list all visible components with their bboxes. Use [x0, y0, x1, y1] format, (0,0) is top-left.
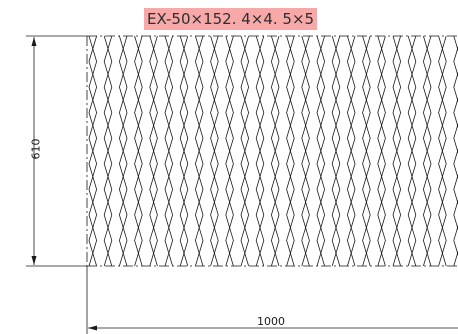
- mesh-strand: [453, 46, 458, 266]
- mesh-strand: [407, 36, 417, 266]
- mesh-strand: [255, 36, 265, 266]
- mesh-strand: [74, 36, 82, 266]
- width-arrow-left: [88, 325, 97, 331]
- mesh-strand: [43, 36, 51, 266]
- mesh-strand: [164, 36, 174, 266]
- mesh-strand: [179, 36, 189, 266]
- height-arrow-bottom: [31, 256, 37, 265]
- mesh-strand: [240, 36, 250, 266]
- mesh-strand: [346, 36, 356, 266]
- height-arrow-top: [31, 37, 37, 46]
- mesh-strand: [149, 36, 158, 266]
- mesh-strand: [392, 36, 402, 266]
- mesh-strand: [118, 36, 128, 266]
- mesh-strand: [74, 36, 82, 266]
- height-dimension-label: 610: [29, 138, 43, 160]
- mesh-strand: [43, 36, 51, 266]
- mesh-strand: [316, 36, 326, 266]
- mesh-strand: [194, 36, 204, 266]
- mesh-strand: [270, 36, 280, 266]
- mesh-strand: [362, 36, 371, 266]
- mesh-strand: [286, 36, 295, 266]
- mesh-strand: [377, 36, 386, 266]
- mesh-strand: [301, 36, 310, 266]
- mesh-strand: [331, 36, 341, 266]
- mesh-strand: [422, 36, 432, 266]
- width-dimension-label: 1000: [257, 315, 285, 328]
- mesh-strand: [225, 36, 234, 266]
- mesh-strand: [134, 36, 143, 266]
- mesh-strand: [59, 36, 67, 266]
- mesh-strand: [210, 36, 219, 266]
- mesh-strand: [88, 36, 98, 266]
- mesh-strand: [59, 36, 67, 266]
- drawing-title: EX-50×152. 4×4. 5×5: [144, 8, 318, 30]
- mesh-strand: [103, 36, 113, 266]
- mesh-strand: [438, 36, 447, 266]
- expanded-metal-mesh: [43, 36, 458, 266]
